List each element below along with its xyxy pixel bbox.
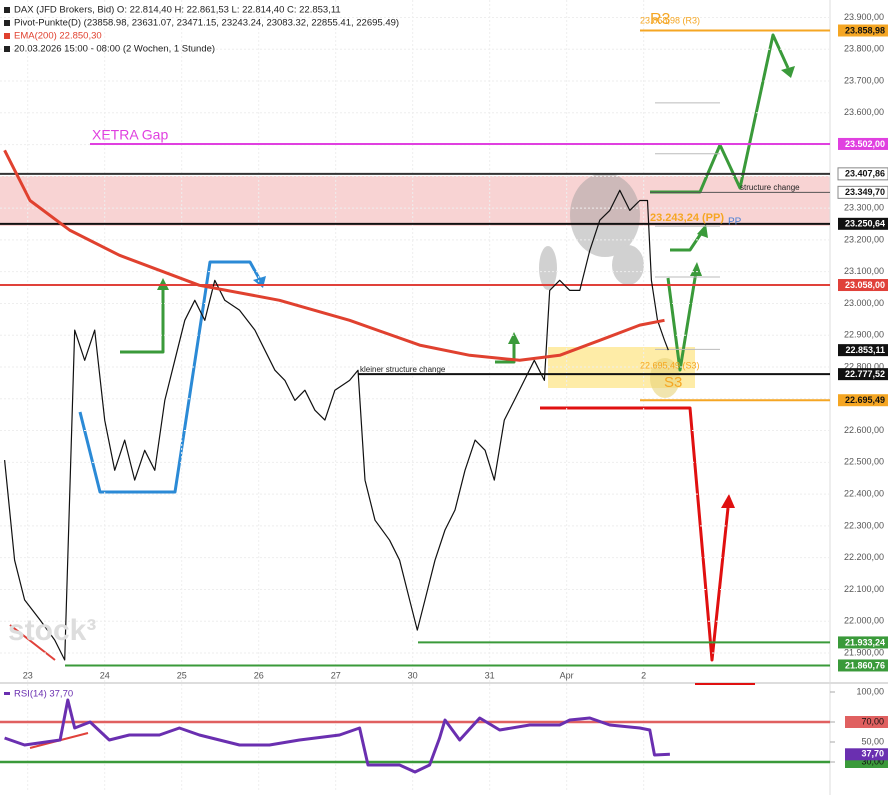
- x-tick-label: 23: [23, 670, 33, 680]
- rsi-current-box: [845, 748, 888, 761]
- arrow-head: [697, 224, 708, 238]
- resistance-zone: [0, 176, 830, 226]
- y-tick-label: 23.800,00: [844, 44, 884, 54]
- level-label: 23.349,70: [845, 187, 885, 197]
- level-box: [838, 636, 888, 649]
- rsi-legend-swatch: [4, 692, 10, 695]
- arrow-head: [721, 494, 735, 508]
- legend-text: EMA(200) 22.850,30: [14, 31, 102, 42]
- annotation: PP: [728, 217, 742, 228]
- x-tick-label: 31: [485, 670, 495, 680]
- y-tick-label: 22.300,00: [844, 520, 884, 530]
- annotation: structure change: [740, 183, 800, 192]
- x-tick-label: 27: [331, 670, 341, 680]
- y-tick-label: 22.500,00: [844, 457, 884, 467]
- arrow-head: [508, 332, 520, 344]
- rsi-legend: RSI(14) 37,70: [14, 689, 73, 700]
- y-tick-label: 23.600,00: [844, 107, 884, 117]
- annotation: S3: [664, 374, 682, 391]
- level-box: [837, 185, 888, 199]
- y-tick-label: 22.400,00: [844, 488, 884, 498]
- x-tick-label: 24: [100, 670, 110, 680]
- pattern-shapes: [539, 173, 644, 290]
- annotation: 23.858,98 (R3): [640, 15, 700, 25]
- x-tick-label: 2: [641, 670, 646, 680]
- annotation: stock³: [8, 614, 96, 647]
- rsi-tick-label: 70,00: [861, 716, 884, 726]
- level-label: 23.858,98: [845, 25, 885, 35]
- y-tick-label: 23.200,00: [844, 234, 884, 244]
- legend-text: 20.03.2026 15:00 - 08:00 (2 Wochen, 1 St…: [14, 44, 215, 55]
- legend-text: Pivot-Punkte(D) (23858.98, 23631.07, 234…: [14, 18, 399, 29]
- level-box: [838, 368, 888, 381]
- x-tick-label: Apr: [560, 670, 574, 680]
- arrow-head: [157, 278, 169, 290]
- y-tick-label: 22.000,00: [844, 616, 884, 626]
- level-label: 22.695,49: [845, 395, 885, 405]
- level-label: 23.502,00: [845, 139, 885, 149]
- level-box: [838, 344, 888, 357]
- y-tick-label: 22.100,00: [844, 584, 884, 594]
- legend-swatch: [4, 20, 10, 26]
- price-line: [4, 698, 670, 774]
- x-tick-label: 25: [177, 670, 187, 680]
- level-box: [838, 217, 888, 230]
- rsi-tick-label: 100,00: [856, 686, 884, 696]
- level-label: 23.407,86: [845, 169, 885, 179]
- green-arrow: [666, 271, 698, 372]
- y-tick-label: 22.200,00: [844, 552, 884, 562]
- level-box: [838, 137, 888, 150]
- y-tick-label: 23.100,00: [844, 266, 884, 276]
- legend-swatch: [4, 46, 10, 52]
- legend-text: DAX (JFD Brokers, Bid) O: 22.814,40 H: 2…: [14, 5, 341, 16]
- level-label: 23.058,00: [845, 280, 885, 290]
- x-tick-label: 26: [254, 670, 264, 680]
- level-label: 22.777,52: [845, 369, 885, 379]
- rsi-tick-label: 50,00: [861, 736, 884, 746]
- green-arrow: [495, 342, 516, 364]
- shoulder: [612, 245, 644, 285]
- level-box: [838, 659, 888, 672]
- trend-line: [9, 624, 56, 661]
- annotation: XETRA Gap: [92, 127, 168, 143]
- level-box: [837, 167, 888, 181]
- arrow-head: [690, 262, 702, 276]
- y-tick-label: 23.000,00: [844, 298, 884, 308]
- y-tick-label: 22.800,00: [844, 361, 884, 371]
- rsi-tick-box: [845, 716, 888, 728]
- green-arrow: [120, 288, 165, 354]
- arrow-head: [781, 66, 795, 78]
- level-box: [838, 279, 888, 292]
- green-arrow: [670, 231, 704, 252]
- annotation: R3: [650, 11, 671, 28]
- annotation: kleiner structure change: [360, 365, 446, 374]
- y-tick-label: 21.900,00: [844, 647, 884, 657]
- level-label: 21.933,24: [845, 637, 885, 647]
- annotation: 23.243,24 (PP): [650, 212, 724, 224]
- price-line: [4, 189, 669, 661]
- rsi-current-label: 37,70: [861, 749, 884, 759]
- annotation: 22.695,49 (S3): [640, 360, 700, 370]
- y-tick-label: 22.600,00: [844, 425, 884, 435]
- legend-swatch: [4, 33, 10, 39]
- rsi-tick-label: 30,00: [861, 756, 884, 766]
- y-tick-label: 23.900,00: [844, 12, 884, 22]
- y-tick-label: 23.300,00: [844, 203, 884, 213]
- level-label: 21.860,76: [845, 660, 885, 670]
- y-tick-label: 23.700,00: [844, 75, 884, 85]
- red-arrow: [540, 406, 730, 662]
- level-box: [838, 24, 888, 37]
- shoulder: [539, 246, 557, 290]
- legend-swatch: [4, 7, 10, 13]
- target-ellipse: [650, 358, 680, 398]
- y-tick-label: 22.900,00: [844, 330, 884, 340]
- blue-path: [78, 260, 262, 494]
- x-tick-label: 30: [408, 670, 418, 680]
- level-label: 22.853,11: [845, 345, 885, 355]
- level-label: 23.250,64: [845, 219, 885, 229]
- level-box: [838, 394, 888, 407]
- price-line: [3, 149, 665, 362]
